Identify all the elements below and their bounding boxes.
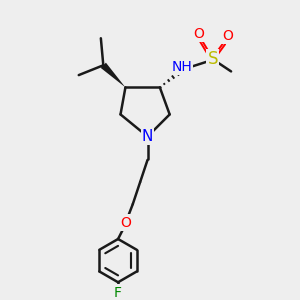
Text: F: F [114, 286, 122, 300]
Text: O: O [222, 29, 233, 43]
Text: NH: NH [172, 59, 192, 74]
Polygon shape [101, 63, 125, 87]
Text: N: N [142, 129, 153, 144]
Text: S: S [207, 50, 218, 68]
Text: O: O [120, 215, 131, 230]
Text: O: O [194, 27, 205, 41]
